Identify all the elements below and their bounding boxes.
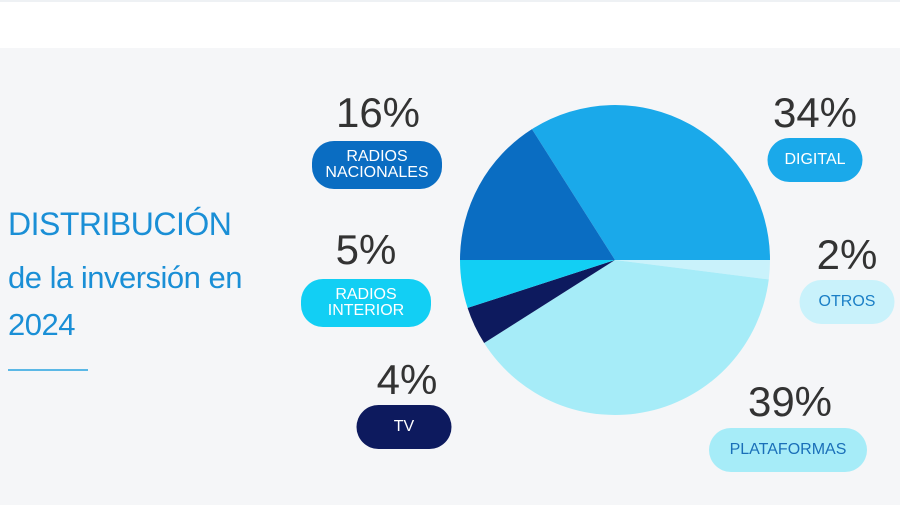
- value-label: 16%: [335, 89, 421, 136]
- pie-slice: [531, 104, 770, 260]
- value-label: 4%: [376, 356, 438, 403]
- chart-subtitle: de la inversión en 2024: [8, 260, 243, 342]
- divider: [8, 369, 88, 371]
- category-label: PLATAFORMAS: [709, 428, 867, 472]
- pie-slice: [484, 260, 769, 415]
- chart-title: DISTRIBUCIÓN: [8, 206, 232, 242]
- category-label: TV: [356, 405, 452, 449]
- value-label: 2%: [816, 231, 878, 278]
- top-bar: [0, 0, 900, 48]
- category-label: RADIOS NACIONALES: [312, 141, 442, 189]
- value-label: 34%: [772, 89, 858, 136]
- pie-slice: [615, 260, 770, 280]
- value-label: 39%: [747, 378, 833, 425]
- category-label: OTROS: [799, 280, 895, 324]
- pie-slice: [460, 129, 615, 260]
- value-label: 5%: [335, 226, 397, 273]
- pie-slice: [460, 260, 615, 308]
- category-label: RADIOS INTERIOR: [301, 279, 431, 327]
- category-label: DIGITAL: [767, 138, 863, 182]
- pie-slice: [467, 260, 615, 344]
